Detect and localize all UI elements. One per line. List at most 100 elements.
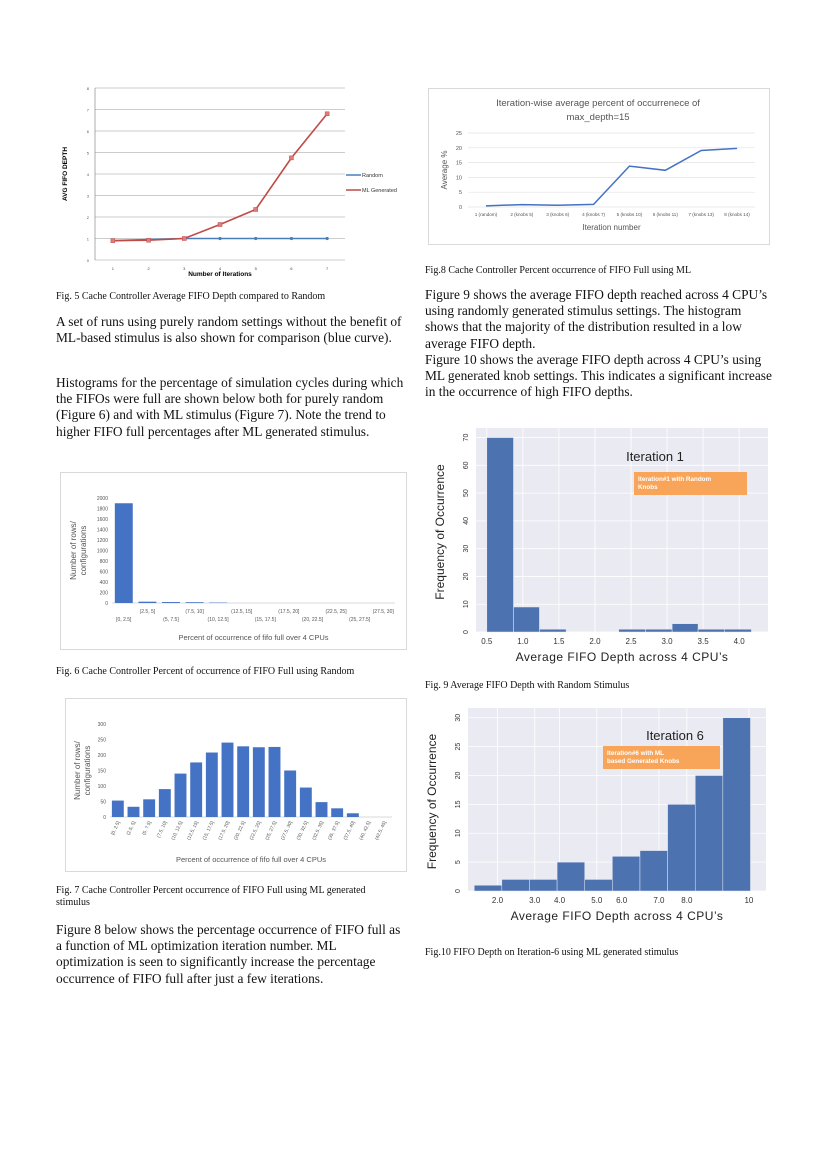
chart-title: Iteration-wise average percent of occurr… (496, 98, 700, 109)
y-tick-label: 7 (87, 108, 90, 113)
data-point (218, 236, 222, 241)
x-tick-label: 1.5 (553, 637, 565, 646)
x-tick-label: (22.5, 25] (249, 820, 263, 841)
y-tick-label: 150 (98, 768, 107, 774)
x-tick-label: 5 (knobs 10) (617, 212, 643, 217)
y-tick-label: 15 (456, 161, 462, 167)
x-axis-label: Average FIFO Depth across 4 CPU’s (511, 909, 724, 923)
bar (268, 746, 281, 817)
x-tick-label: (15, 17.5] (255, 617, 277, 623)
fig5-caption: Fig. 5 Cache Controller Average FIFO Dep… (56, 291, 326, 302)
data-point (289, 236, 294, 241)
y-tick-label: 0 (455, 889, 462, 893)
y-tick-label: 0 (103, 815, 106, 821)
histogram-bar (618, 628, 646, 633)
data-point (146, 237, 151, 243)
histogram-bar (639, 850, 668, 892)
x-axis-label: Percent of occurrence of fifo full over … (178, 633, 328, 642)
histogram-bar (539, 628, 567, 633)
x-tick-label: (17.5, 20] (217, 820, 231, 841)
y-tick-label: 0 (459, 205, 462, 211)
chart-title: max_depth=15 (566, 112, 629, 123)
y-axis-label: Frequency of Occurrence (425, 733, 439, 869)
data-point (217, 222, 223, 227)
data-point (325, 236, 329, 241)
y-tick-label: 60 (463, 461, 470, 469)
x-tick-label: 2 (knobs 5) (510, 212, 533, 217)
bar (161, 602, 180, 603)
y-tick-label: 2 (87, 215, 90, 220)
y-tick-label: 600 (100, 569, 109, 575)
x-tick-label: (7.5, 10] (185, 609, 204, 615)
histogram-bar (697, 628, 725, 633)
histogram-bar (584, 879, 613, 892)
x-tick-label: 6 (290, 266, 293, 271)
x-tick-label: 5.0 (591, 896, 603, 905)
x-tick-label: 3 (183, 266, 186, 271)
paragraph: Figure 10 shows the average FIFO depth a… (425, 352, 772, 400)
paragraph: Figure 9 shows the average FIFO depth re… (425, 287, 768, 351)
annotation-text: Knobs (638, 484, 658, 491)
x-tick-label: (17.5, 20] (278, 609, 300, 615)
x-tick-label: (32.5, 35] (311, 820, 325, 841)
x-tick-label: (37.5, 40] (343, 820, 357, 841)
y-axis-label: Number of rows/ (69, 520, 78, 579)
histogram-bar (529, 879, 558, 892)
y-tick-label: 1200 (97, 538, 108, 544)
x-tick-label: (25, 27.5] (264, 820, 278, 841)
y-tick-label: 0 (105, 601, 108, 607)
bar (114, 503, 133, 603)
x-tick-label: (27.5, 30] (280, 820, 294, 841)
x-tick-label: 3 (knobs 6) (546, 212, 569, 217)
y-tick-label: 20 (456, 146, 462, 152)
y-axis-label: configurations (83, 746, 92, 796)
y-tick-label: 400 (100, 580, 109, 586)
fig9-caption: Fig. 9 Average FIFO Depth with Random St… (425, 680, 630, 691)
histogram-bar (612, 856, 641, 892)
y-tick-label: 40 (463, 517, 470, 525)
y-tick-label: 3 (87, 194, 90, 199)
annotation-text: Iteration#6 with ML (607, 750, 664, 757)
x-tick-label: 4.0 (554, 896, 566, 905)
y-tick-label: 25 (455, 743, 462, 751)
y-tick-label: 5 (455, 860, 462, 864)
plot-background (476, 428, 768, 632)
y-tick-label: 10 (455, 829, 462, 837)
bar (346, 813, 359, 817)
bar (299, 787, 312, 817)
chart-title: Iteration 6 (646, 728, 704, 743)
x-tick-label: (25, 27.5] (349, 617, 371, 623)
x-tick-label: 2 (147, 266, 150, 271)
y-tick-label: 20 (463, 572, 470, 580)
histogram-bar (473, 884, 503, 892)
x-axis-label: Percent of occurrence of fifo full over … (176, 855, 326, 864)
y-tick-label: 20 (455, 772, 462, 780)
x-tick-label: 5 (255, 266, 258, 271)
bar (190, 762, 203, 817)
x-tick-label: 2.0 (492, 896, 504, 905)
histogram-bar (722, 717, 751, 892)
y-tick-label: 8 (87, 86, 90, 91)
fig7-frame (65, 698, 407, 872)
bar (252, 747, 265, 817)
x-axis-label: Iteration number (582, 223, 641, 232)
x-tick-label: 10 (744, 896, 753, 905)
y-tick-label: 800 (100, 559, 109, 565)
y-tick-label: 1 (87, 237, 90, 242)
series-line-average-% (485, 147, 738, 207)
x-tick-label: (15, 17.5] (202, 820, 216, 841)
y-tick-label: 1000 (97, 548, 108, 554)
x-tick-label: 3.5 (698, 637, 710, 646)
fig7-caption: Fig. 7 Cache Controller Percent occurren… (56, 885, 366, 908)
x-tick-label: 6 (knobs 11) (653, 212, 679, 217)
x-tick-label: 7 (326, 266, 329, 271)
x-tick-label: 1 (112, 266, 115, 271)
fig10-caption: Fig.10 FIFO Depth on Iteration-6 using M… (425, 947, 679, 958)
x-tick-label: (20, 22.5] (302, 617, 324, 623)
x-tick-label: (30, 32.5] (296, 820, 310, 841)
x-tick-label: 7 (knobs 13) (688, 212, 714, 217)
y-axis-label: Average % (440, 151, 449, 190)
x-tick-label: (20, 22.5] (233, 820, 247, 841)
paragraph: A set of runs using purely random settin… (56, 314, 402, 346)
